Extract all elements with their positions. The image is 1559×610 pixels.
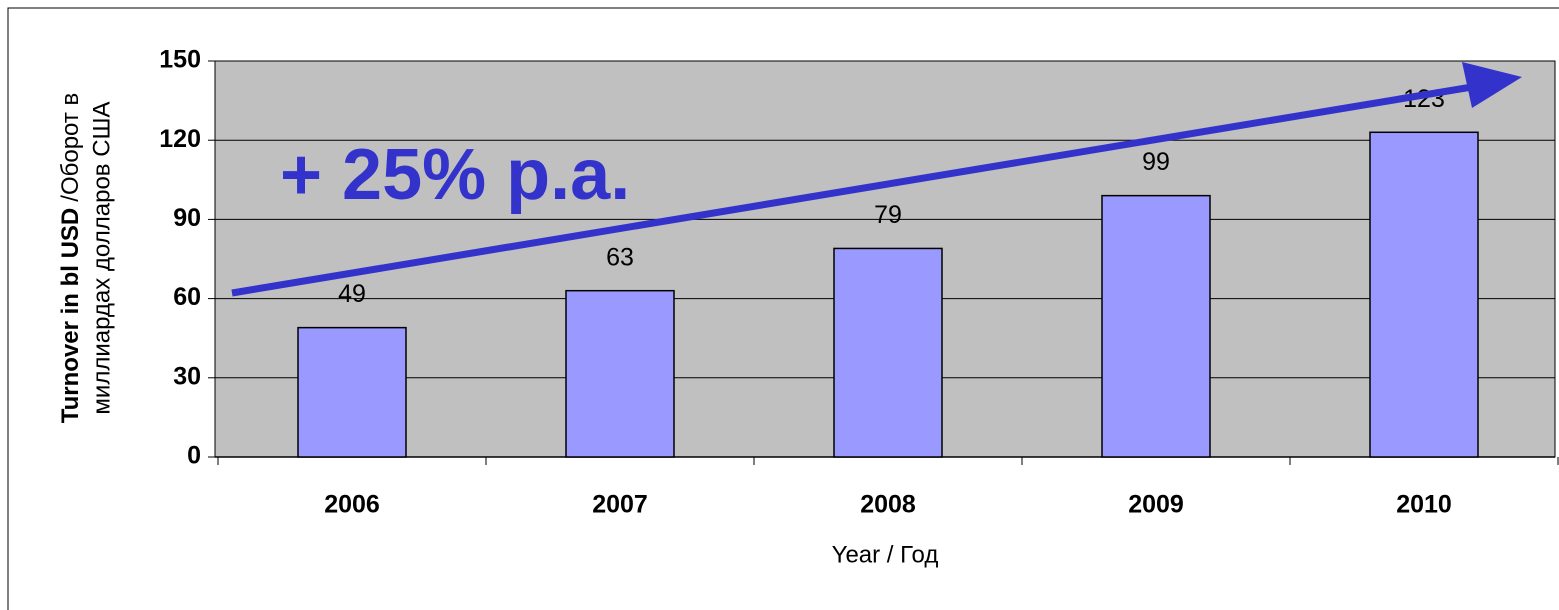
bar <box>565 289 675 458</box>
y-axis-label: Turnover in bl USD/Оборот в <box>57 93 84 424</box>
x-tick-label: 2009 <box>1128 491 1184 519</box>
y-tick-label: 30 <box>173 362 201 390</box>
value-label: 63 <box>606 243 634 271</box>
y-tick-label: 150 <box>159 46 201 74</box>
x-axis-label: Year / Год <box>832 541 939 568</box>
value-label: 79 <box>874 201 902 229</box>
bar <box>833 247 943 458</box>
bar <box>1369 131 1479 458</box>
x-tick-label: 2008 <box>860 491 916 519</box>
trend-arrow <box>231 82 1479 297</box>
x-tick-label: 2007 <box>592 491 648 519</box>
value-label: 99 <box>1142 148 1170 176</box>
bar <box>1101 194 1211 458</box>
annotation: + 25% p.a. <box>280 135 630 215</box>
bar <box>297 326 407 458</box>
value-label: 49 <box>338 280 366 308</box>
y-axis-label-line2: миллиардах долларов США <box>88 101 115 414</box>
y-axis-label-bold: Turnover in bl USD <box>57 208 84 424</box>
trend-arrowhead <box>1462 62 1522 108</box>
y-axis-label-rest: /Оборот в <box>57 93 84 202</box>
y-tick-label: 0 <box>187 442 201 470</box>
x-tick-label: 2010 <box>1396 491 1452 519</box>
x-tick-label: 2006 <box>324 491 380 519</box>
y-tick-label: 120 <box>159 125 201 153</box>
y-tick-label: 90 <box>173 204 201 232</box>
y-tick-label: 60 <box>173 283 201 311</box>
chart-border <box>7 7 1559 610</box>
